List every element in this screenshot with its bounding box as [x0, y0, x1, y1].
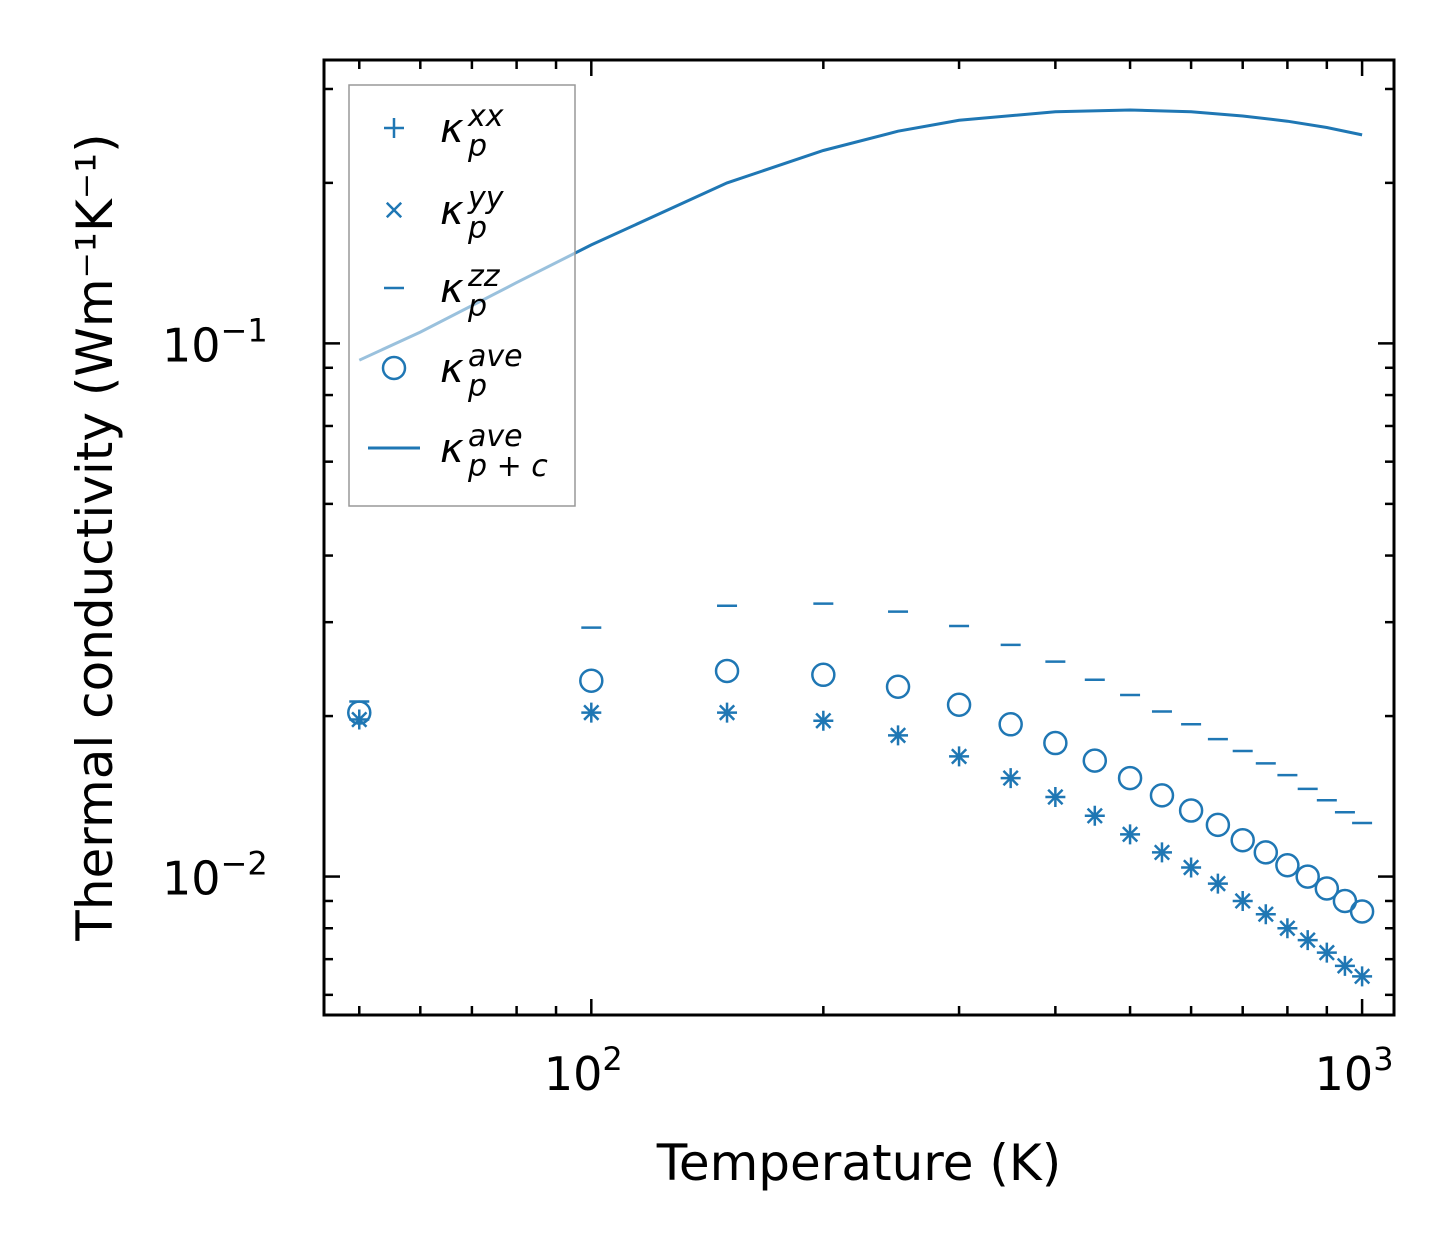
legend-marker	[384, 118, 404, 138]
data-point	[1314, 876, 1340, 901]
data-point	[718, 704, 736, 721]
data-point	[950, 748, 968, 765]
tick-labels: 102 103 10−2 10−1	[162, 311, 1394, 1101]
data-point	[1205, 812, 1231, 838]
legend-entry: κ pyy	[385, 181, 505, 246]
data-point	[1047, 788, 1064, 806]
legend-label: κ pave	[440, 339, 523, 404]
data-point	[1354, 968, 1371, 985]
data-point	[1234, 892, 1251, 910]
y-axis-label: Thermal conductivity (Wm⁻¹K⁻¹)	[66, 133, 124, 941]
data-point	[1082, 748, 1108, 773]
data-point	[889, 727, 907, 744]
data-point	[347, 700, 372, 725]
series-hline	[349, 602, 1373, 825]
data-point	[351, 711, 368, 728]
data-point	[1279, 920, 1296, 937]
y-tick-label: 10−2	[162, 845, 268, 906]
data-point	[1299, 932, 1316, 949]
legend-entry: κ pxx	[384, 99, 504, 164]
legend-entry: κ pzz	[384, 259, 501, 324]
legend-box	[348, 84, 576, 507]
plot-frame	[322, 58, 1396, 1017]
data-point	[1002, 770, 1019, 787]
data-point	[1043, 730, 1068, 756]
legend-label: κ pzz	[440, 259, 501, 324]
data-point	[1121, 826, 1139, 843]
data-point	[946, 692, 972, 718]
legend: κ pxx κ pyy κ pzz κ pave κ p + cave	[348, 84, 576, 507]
data-point	[1295, 864, 1320, 889]
data-point	[1153, 844, 1171, 861]
legend-label: κ pyy	[440, 181, 505, 246]
data-point	[1209, 875, 1226, 892]
data-point	[885, 674, 911, 699]
data-point	[1183, 859, 1200, 876]
x-tick-label: 103	[1315, 1040, 1394, 1101]
data-point	[1253, 840, 1279, 865]
data-point	[1149, 783, 1175, 808]
data-point	[998, 712, 1023, 737]
data-point	[1318, 944, 1335, 961]
data-point	[1275, 853, 1300, 878]
data-point	[714, 658, 740, 684]
data-point	[1257, 906, 1274, 923]
data-point	[579, 668, 604, 693]
x-tick-label: 102	[544, 1040, 623, 1101]
data-point	[1336, 957, 1354, 974]
major-ticks	[324, 60, 1394, 1015]
data-point	[1349, 899, 1375, 924]
x-axis-label: Temperature (K)	[656, 1134, 1061, 1192]
data-point	[1178, 798, 1204, 823]
series-circle	[347, 658, 1375, 924]
legend-label: κ pxx	[440, 99, 504, 164]
data-point	[1230, 827, 1255, 853]
data-point	[1086, 807, 1103, 824]
y-tick-label: 10−1	[162, 311, 268, 372]
data-point	[811, 662, 836, 688]
data-point	[1117, 765, 1143, 791]
legend-entry: κ pave	[381, 339, 523, 404]
data-point	[583, 704, 600, 721]
legend-marker	[385, 201, 403, 219]
data-point	[815, 712, 832, 729]
series-x	[351, 704, 1371, 985]
legend-marker	[381, 355, 407, 381]
